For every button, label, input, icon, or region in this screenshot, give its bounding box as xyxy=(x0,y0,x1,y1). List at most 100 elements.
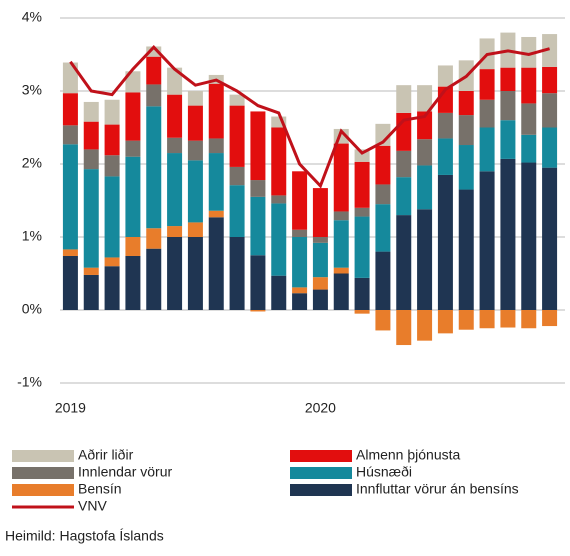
bar-segment xyxy=(146,46,162,57)
bar-segment xyxy=(62,62,78,94)
y-tick-label: 1% xyxy=(22,228,42,244)
bar-segment xyxy=(396,310,412,346)
bar-segment xyxy=(146,106,162,229)
bar-segment xyxy=(208,210,224,218)
bar-segment xyxy=(521,134,537,163)
bar-segment xyxy=(375,145,391,185)
bar-segment xyxy=(292,237,308,288)
bar-segment xyxy=(292,287,308,294)
x-tick-label: 2019 xyxy=(55,400,86,416)
bar-segment xyxy=(479,171,495,310)
bar-segment xyxy=(458,310,474,330)
bar-segment xyxy=(229,94,245,106)
bar-segment xyxy=(542,34,558,67)
bar-segment xyxy=(271,127,287,196)
bar-segment xyxy=(167,94,183,138)
bar-segment xyxy=(500,310,516,328)
bar-segment xyxy=(187,160,203,223)
bar-segment xyxy=(521,36,537,68)
legend-swatch xyxy=(12,450,74,462)
bar-segment xyxy=(479,69,495,100)
bar-segment xyxy=(83,267,99,275)
bar-segment xyxy=(417,85,433,112)
bar-segment xyxy=(125,237,141,256)
bar-segment xyxy=(167,153,183,227)
bar-segment xyxy=(437,138,453,175)
bar-segment xyxy=(458,91,474,116)
bar-segment xyxy=(229,237,245,310)
bar-segment xyxy=(437,174,453,310)
bar-segment xyxy=(354,310,370,314)
bar-segment xyxy=(333,273,349,310)
bar-segment xyxy=(104,266,120,310)
bar-segment xyxy=(312,188,328,237)
bar-segment xyxy=(62,255,78,310)
legend-swatch xyxy=(290,467,352,479)
bar-segment xyxy=(271,275,287,310)
bar-segment xyxy=(354,277,370,310)
bar-segment xyxy=(271,195,287,204)
bar-segment xyxy=(62,249,78,256)
bar-segment xyxy=(312,242,328,278)
bar-segment xyxy=(542,66,558,94)
bar-segment xyxy=(437,310,453,334)
bar-segment xyxy=(187,105,203,141)
bar-segment xyxy=(521,310,537,329)
legend-swatch xyxy=(12,484,74,496)
legend-label: Húsnæði xyxy=(356,464,412,480)
bar-segment xyxy=(375,184,391,205)
y-tick-label: -1% xyxy=(17,374,42,390)
bar-segment xyxy=(62,144,78,250)
legend-label: Innfluttar vörur án bensíns xyxy=(356,481,519,497)
bar-segment xyxy=(104,176,120,258)
y-tick-label: 4% xyxy=(22,9,42,25)
bar-segment xyxy=(542,127,558,168)
bar-segment xyxy=(250,111,266,181)
bar-segment xyxy=(417,209,433,310)
legend-swatch xyxy=(290,484,352,496)
bar-segment xyxy=(292,293,308,310)
bar-segment xyxy=(312,237,328,243)
bar-segment xyxy=(417,139,433,166)
bar-segment xyxy=(208,138,224,154)
bar-segment xyxy=(375,204,391,252)
y-tick-label: 3% xyxy=(22,82,42,98)
bar-segment xyxy=(375,251,391,310)
bar-segment xyxy=(396,215,412,310)
bar-segment xyxy=(396,85,412,113)
bar-segment xyxy=(500,91,516,121)
bar-segment xyxy=(146,248,162,310)
bar-segment xyxy=(167,226,183,237)
bar-segment xyxy=(271,203,287,276)
bar-segment xyxy=(375,310,391,331)
legend-label: VNV xyxy=(78,498,107,514)
bar-segment xyxy=(354,216,370,278)
bar-segment xyxy=(104,257,120,267)
bar-segment xyxy=(312,289,328,310)
bar-segment xyxy=(125,92,141,141)
bar-segment xyxy=(104,155,120,177)
bar-segment xyxy=(354,207,370,217)
bar-segment xyxy=(125,255,141,310)
bar-segment xyxy=(458,115,474,146)
legend-swatch xyxy=(290,450,352,462)
bar-segment xyxy=(417,310,433,341)
bar-segment xyxy=(167,237,183,310)
bar-segment xyxy=(229,166,245,186)
bar-segment xyxy=(208,217,224,310)
bar-segment xyxy=(83,149,99,170)
bar-segment xyxy=(146,56,162,85)
bar-segment xyxy=(333,143,349,212)
bar-segment xyxy=(521,67,537,104)
bar-segment xyxy=(104,99,120,125)
bar-segment xyxy=(542,93,558,128)
line xyxy=(69,45,550,189)
bar-segment xyxy=(521,162,537,310)
bar-segment xyxy=(333,211,349,221)
bar-segment xyxy=(167,67,183,95)
bar-segment xyxy=(62,93,78,126)
bar-segment xyxy=(500,158,516,310)
bar-segment xyxy=(479,99,495,128)
bar-segment xyxy=(187,140,203,161)
